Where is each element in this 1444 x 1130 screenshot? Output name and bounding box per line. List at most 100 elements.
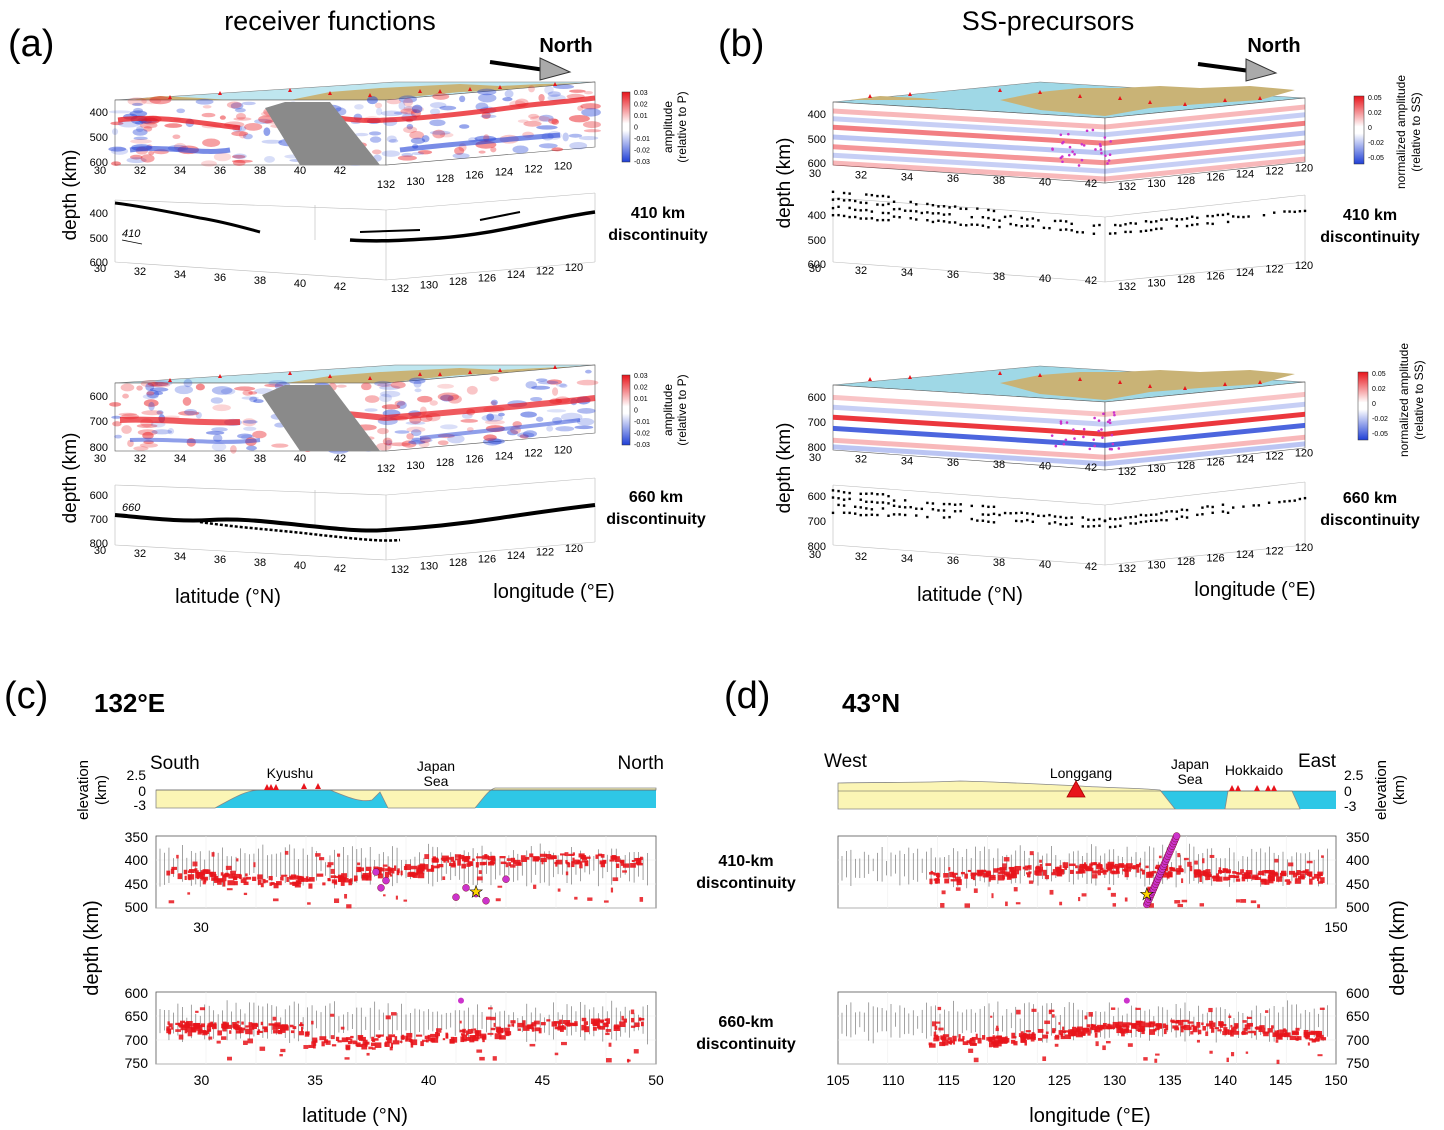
svg-text:600: 600: [808, 259, 826, 271]
place-sea: Sea: [1178, 771, 1203, 787]
volcano-icon: [1183, 102, 1187, 106]
colorbar-tick: 0.01: [634, 396, 648, 403]
lat-tick: 34: [901, 171, 913, 183]
volcano-icon: [288, 88, 292, 92]
lat-tick: 32: [855, 265, 867, 277]
x-tick: 130: [1103, 1072, 1127, 1088]
svg-text:410-km: 410-km: [718, 853, 773, 870]
svg-text:400: 400: [808, 210, 826, 222]
colorbar-tick: -0.01: [634, 419, 650, 426]
colorbar-tick: -0.02: [1372, 416, 1388, 423]
colorbar-tick: 0: [1372, 401, 1376, 408]
lon-tick: 128: [436, 173, 454, 185]
lon-tick: 130: [1147, 463, 1165, 475]
volcano-icon: [553, 82, 557, 86]
colorbar-tick: 0.02: [1372, 386, 1386, 393]
volcano-icon: [1265, 785, 1271, 791]
y-ticks: 600 650 700 750: [125, 985, 149, 1071]
panel-b-410-picks-block: 400 500 600 30 32 34 36 38 40 42 132 130 128 126 1…: [808, 190, 1420, 293]
lon-tick: 122: [1265, 166, 1283, 178]
lon-tick: 128: [1177, 175, 1195, 187]
colorbar-tick: 0.03: [634, 373, 648, 380]
colorbar-tick: -0.03: [634, 159, 650, 166]
contour-label: 660: [122, 502, 141, 514]
place-japan: Japan: [1171, 756, 1209, 772]
volcano-icon: [1235, 785, 1241, 791]
lon-tick: 132: [391, 564, 409, 576]
svg-text:400: 400: [90, 208, 108, 220]
lat-tick: 38: [254, 557, 266, 569]
colorbar-tick: -0.01: [634, 136, 650, 143]
colorbar-tick: -0.03: [634, 442, 650, 449]
svg-text:600: 600: [90, 490, 108, 502]
panel-b-xlabel-lat: latitude (°N): [917, 584, 1023, 606]
volcano-icon: [998, 371, 1002, 375]
lon-tick: 124: [1236, 169, 1254, 181]
panel-b-letter: (b): [718, 23, 764, 65]
x-tick: 45: [535, 1072, 551, 1088]
volcano-icon: [498, 368, 502, 372]
lon-tick: 120: [1295, 260, 1313, 272]
panel-b-north: North: [1247, 35, 1300, 57]
svg-text:400: 400: [90, 107, 108, 119]
lat-tick: 42: [1085, 275, 1097, 287]
svg-text:650: 650: [125, 1008, 149, 1024]
lon-tick: 132: [377, 463, 395, 475]
depth-ticks: 600 700 800: [808, 392, 826, 454]
lon-tick: 124: [507, 550, 525, 562]
panel-d-elevation-profile: [837, 780, 1336, 810]
lat-tick: 42: [1085, 561, 1097, 573]
volcano-icon: [328, 374, 332, 378]
svg-text:500: 500: [808, 134, 826, 146]
svg-text:(relative to P): (relative to P): [675, 374, 689, 445]
volcano-icon: [1038, 90, 1042, 94]
lat-tick: 38: [993, 271, 1005, 283]
lon-tick: 122: [524, 448, 542, 460]
disc-label-660: 660 km: [629, 489, 683, 506]
svg-text:elevation: elevation: [75, 760, 92, 820]
svg-text:0: 0: [1344, 783, 1352, 799]
panel-a-410-picks-block: 410 400 500 600 30 32 34 36 38 40 42 132 130 128…: [90, 192, 708, 295]
depth-ticks: 600 700 800: [808, 491, 826, 553]
svg-text:400: 400: [125, 852, 149, 868]
panel-d-title: 43°N: [842, 688, 900, 718]
colorbar-tick: -0.02: [634, 148, 650, 155]
lon-tick: 120: [1295, 162, 1313, 174]
volcano-icon: [268, 784, 274, 790]
svg-text:(km): (km): [93, 775, 110, 805]
lon-tick: 128: [449, 276, 467, 288]
panel-c-letter: (c): [4, 675, 48, 717]
lon-tick: 132: [1118, 181, 1136, 193]
lon-tick: 120: [565, 262, 583, 274]
volcano-icon: [1223, 382, 1227, 386]
lat-tick: 42: [334, 563, 346, 575]
lon-tick: 128: [436, 457, 454, 469]
svg-text:800: 800: [808, 541, 826, 553]
lat-tick: 30: [94, 165, 106, 177]
disc-label-410: 410 km: [631, 205, 685, 222]
mid-tick: 150: [1324, 919, 1348, 935]
svg-text:-3: -3: [134, 797, 147, 813]
svg-text:discontinuity: discontinuity: [696, 1036, 796, 1053]
lon-tick: 124: [1236, 454, 1254, 466]
svg-text:500: 500: [125, 899, 149, 915]
volcano-icon: [418, 372, 422, 376]
x-tick: 50: [648, 1072, 664, 1088]
longgang-volcano-icon: [1066, 780, 1086, 798]
lon-tick: 130: [1147, 178, 1165, 190]
panel-c: (c) 132°E South North Kyushu Japan Sea 2…: [4, 675, 664, 1127]
disc-label-660: discontinuity: [606, 511, 706, 528]
panel-d-left-dir: West: [824, 751, 868, 772]
lat-tick: 30: [94, 453, 106, 465]
lon-tick: 126: [478, 273, 496, 285]
x-tick: 150: [1324, 1072, 1348, 1088]
x-tick: 125: [1048, 1072, 1072, 1088]
svg-text:660-km: 660-km: [718, 1014, 773, 1031]
colorbar-tick: -0.02: [634, 431, 650, 438]
panel-b-title: SS-precursors: [962, 6, 1135, 36]
lat-tick: 34: [174, 551, 186, 563]
lon-tick: 124: [1236, 267, 1254, 279]
panel-b-410-image-block: 400 500 600 30 32 34 36 38 40 42 132 130 128 126 1…: [808, 81, 1313, 193]
y-ticks: 600 650 700 750: [1346, 985, 1370, 1071]
